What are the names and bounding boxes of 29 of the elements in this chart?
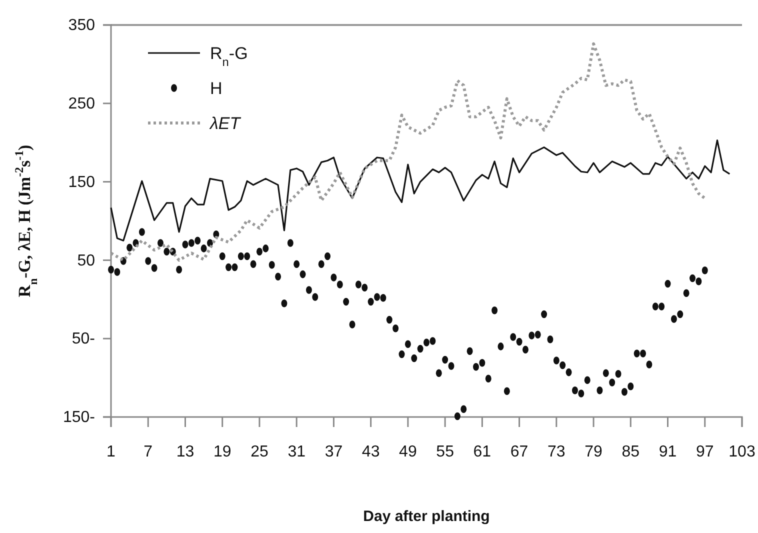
- x-tick-label: 43: [362, 443, 380, 460]
- legend-label: R$_{n}$-G: [210, 44, 248, 69]
- x-tick-label: 73: [548, 443, 566, 460]
- x-tick-label: 37: [324, 443, 343, 460]
- y-tick-label: 150: [68, 174, 96, 191]
- line-series: [110, 139, 730, 242]
- x-tick-label: 31: [288, 443, 306, 460]
- x-tick-label: 1: [106, 443, 116, 460]
- x-tick-label: 19: [213, 443, 232, 460]
- x-tick-label: 79: [584, 443, 603, 460]
- y-tick-label: 350: [68, 17, 96, 34]
- x-tick-label: 49: [399, 443, 417, 460]
- x-tick-label: 13: [176, 443, 194, 460]
- y-tick-label: 50-: [72, 330, 95, 348]
- y-tick-label: 150-: [62, 409, 95, 426]
- y-tick-label: 50: [77, 252, 96, 270]
- legend-label: λET: [209, 114, 242, 133]
- x-tick-label: 61: [473, 443, 492, 460]
- x-tick-label: 67: [510, 443, 528, 460]
- x-tick-label: 91: [658, 443, 677, 460]
- x-tick-label: 85: [622, 443, 640, 460]
- y-tick-label: 250: [68, 96, 96, 113]
- x-tick-label: 7: [144, 443, 153, 460]
- x-tick-label: 25: [250, 443, 268, 460]
- legend-label: H: [210, 79, 222, 98]
- x-tick-label: 103: [728, 443, 756, 460]
- x-tick-label: 55: [436, 443, 454, 460]
- x-axis-title: Day after planting: [363, 508, 490, 525]
- x-tick-label: 97: [696, 443, 714, 460]
